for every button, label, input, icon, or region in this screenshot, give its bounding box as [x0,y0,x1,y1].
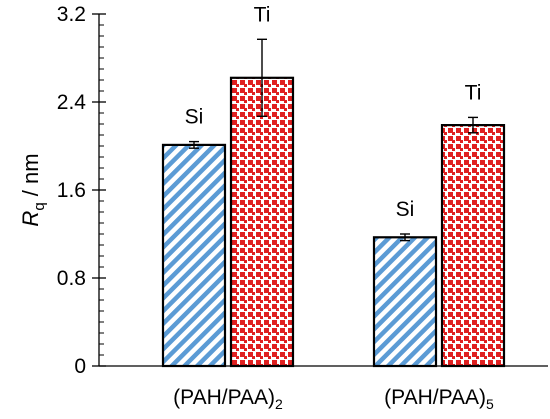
bar-label-ti: Ti [465,81,482,104]
category-label: (PAH/PAA)2 [173,386,283,412]
bar-ti [229,76,295,368]
bar-si [161,143,227,368]
bar-si [372,236,438,368]
y-axis-label: Rq / nm [18,153,48,226]
bar-ti [440,123,506,368]
y-tick-label: 1.6 [57,179,86,202]
bar-label-ti: Ti [254,3,271,26]
y-tick-label: 0 [74,355,86,378]
y-tick-label: 2.4 [57,91,87,114]
category-label: (PAH/PAA)5 [384,386,494,412]
plot-area: 0 0.8 1.6 2.4 3.2 Rq / nm Si Ti (PAH/PAA)2 Si Ti (P… [18,3,548,412]
bar-label-si: Si [185,106,204,129]
y-tick-label: 0.8 [57,267,86,290]
y-tick-label: 3.2 [57,3,86,26]
bar-label-si: Si [396,198,415,221]
